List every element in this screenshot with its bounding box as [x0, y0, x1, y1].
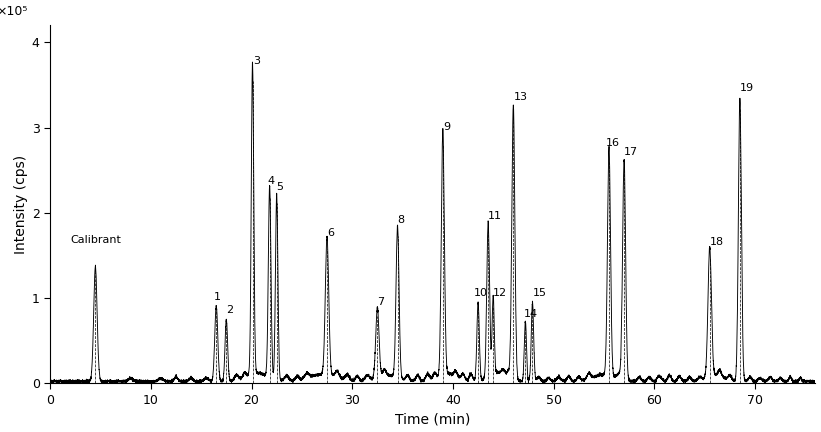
Text: 3: 3 [254, 56, 260, 66]
Text: 11: 11 [488, 211, 502, 222]
Text: 2: 2 [227, 305, 233, 315]
Text: 14: 14 [524, 308, 538, 319]
Text: 13: 13 [513, 92, 527, 102]
Text: 16: 16 [606, 138, 620, 148]
Text: 12: 12 [493, 288, 507, 298]
Text: 19: 19 [740, 83, 754, 93]
Text: 1: 1 [214, 292, 221, 302]
Text: Calibrant: Calibrant [71, 235, 122, 245]
Text: 18: 18 [709, 237, 724, 247]
X-axis label: Time (min): Time (min) [395, 413, 470, 426]
Text: 15: 15 [533, 288, 547, 298]
Text: ×10⁵: ×10⁵ [0, 5, 28, 18]
Text: 9: 9 [443, 122, 450, 132]
Text: 5: 5 [277, 181, 284, 191]
Text: 4: 4 [268, 175, 275, 186]
Text: 7: 7 [378, 297, 384, 307]
Text: 8: 8 [397, 215, 405, 225]
Text: 17: 17 [624, 146, 638, 156]
Y-axis label: Intensity (cps): Intensity (cps) [13, 155, 28, 254]
Text: 6: 6 [327, 229, 334, 238]
Text: 10: 10 [474, 288, 488, 298]
